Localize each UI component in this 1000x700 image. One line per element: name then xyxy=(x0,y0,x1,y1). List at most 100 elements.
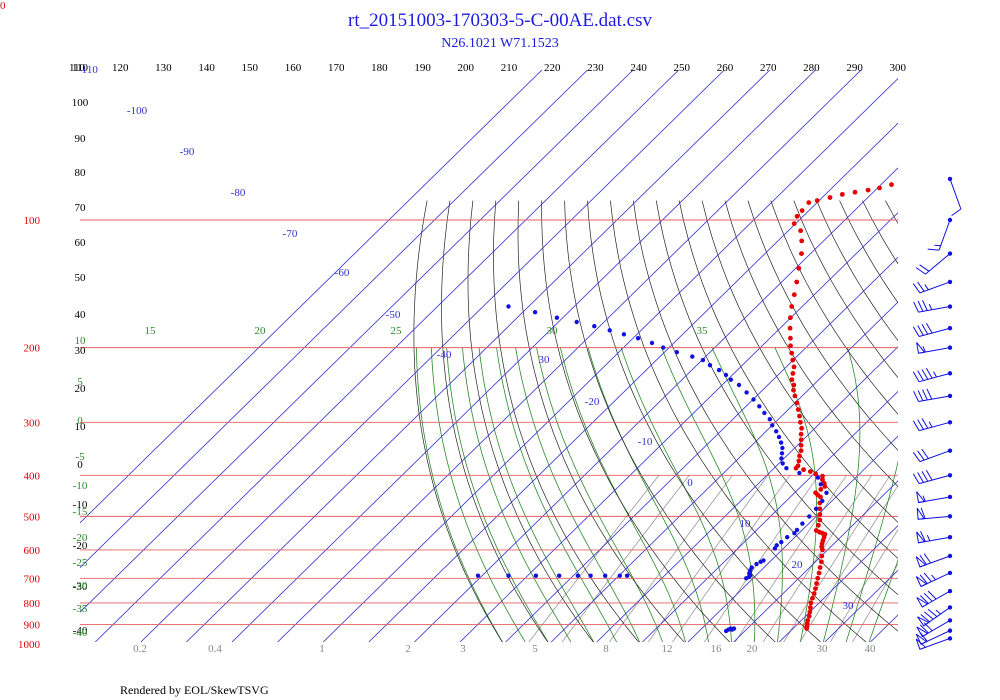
wind-barb-flag xyxy=(921,448,929,459)
isotherm-label: -60 xyxy=(335,267,350,279)
moist-adiabat-label: -35 xyxy=(73,603,88,615)
temperature-point xyxy=(816,570,822,576)
isotherm-label: -50 xyxy=(386,309,401,321)
isotherm-line xyxy=(80,70,634,613)
temperature-point xyxy=(817,565,823,570)
wind-barb-station xyxy=(947,393,953,399)
dewpoint-point xyxy=(749,565,754,570)
isotherm-line xyxy=(642,390,898,642)
wind-barb-flag xyxy=(923,592,933,602)
theta-tick-label: 160 xyxy=(285,62,302,74)
mixing-ratio-line xyxy=(799,484,898,642)
dry-adiabat-line xyxy=(610,200,867,642)
dry-adiabat-label: -10 xyxy=(73,499,88,511)
temperature-point xyxy=(789,377,795,383)
isotherm-label: 10 xyxy=(740,518,752,530)
wind-barb-flag xyxy=(921,418,929,429)
temperature-point xyxy=(821,481,827,486)
wind-barb xyxy=(912,469,953,485)
pressure-label: 300 xyxy=(24,417,41,429)
dewpoint-point xyxy=(794,527,800,533)
theta-tick-label: 260 xyxy=(717,62,734,74)
chart-title: rt_20151003-170303-5-C-00AE.dat.csv xyxy=(348,10,652,31)
pressure-label: 200 xyxy=(24,343,41,355)
dewpoint-point xyxy=(506,304,511,309)
dry-adiabat-line xyxy=(467,200,594,642)
isotherm-line xyxy=(277,70,862,642)
dewpoint-point xyxy=(761,558,766,563)
temperature-point xyxy=(797,453,802,459)
temperature-point xyxy=(797,413,802,419)
wind-barb-flag xyxy=(925,368,933,379)
dewpoint-point xyxy=(797,470,802,476)
wind-barb-staff xyxy=(918,474,951,485)
dewpoint-point xyxy=(744,390,749,395)
isotherm-label: -100 xyxy=(127,105,148,117)
dry-adiabat-line xyxy=(413,200,503,642)
temperature-point xyxy=(808,600,814,606)
dry-adiabat-label: 90 xyxy=(75,133,87,145)
dewpoint-point xyxy=(754,561,759,567)
theta-tick-label: 180 xyxy=(371,62,388,74)
dewpoint-point xyxy=(767,417,772,422)
moist-adiabat-label: 5 xyxy=(77,376,83,388)
isotherm-line xyxy=(870,614,898,642)
temperature-point xyxy=(907,179,912,184)
theta-tick-label: 210 xyxy=(501,62,518,74)
temperature-point xyxy=(817,517,823,523)
temperature-point xyxy=(962,158,967,163)
wind-barb-flag xyxy=(917,419,924,430)
wind-barb-pennant xyxy=(915,576,928,588)
wind-barb-half-flag xyxy=(934,244,941,247)
temperature-point xyxy=(799,425,804,431)
wind-barb xyxy=(915,251,953,275)
wind-barb-station xyxy=(947,176,953,182)
dewpoint-point xyxy=(707,363,713,368)
moist-adiabat-line xyxy=(868,558,898,642)
dewpoint-point xyxy=(649,340,655,346)
temperature-point xyxy=(791,221,797,227)
wind-barb-half-flag xyxy=(924,284,929,291)
wind-barb xyxy=(913,299,953,313)
dewpoint-point xyxy=(807,514,812,519)
wind-barb-flag xyxy=(913,301,919,313)
wind-barb-station xyxy=(947,636,953,641)
dewpoint-point xyxy=(716,367,722,373)
isotherm-line xyxy=(733,480,898,642)
dewpoint-point xyxy=(818,482,823,487)
theta-tick-label: 300 xyxy=(890,62,907,74)
mixing-ratio-label: 2 xyxy=(405,643,411,655)
wind-barb xyxy=(912,368,953,383)
dry-adiabat-line xyxy=(541,200,731,642)
wind-barb-pennant xyxy=(917,616,930,627)
temperature-point xyxy=(791,387,796,393)
wind-barb xyxy=(916,588,953,608)
wind-barb-flag xyxy=(921,369,929,380)
temperature-point xyxy=(799,208,805,214)
wind-barb xyxy=(912,418,953,432)
temperature-point xyxy=(791,382,797,388)
dewpoint-point xyxy=(475,573,481,578)
dry-adiabat-line xyxy=(931,201,1000,644)
temperature-point xyxy=(794,213,800,219)
dewpoint-point xyxy=(674,350,679,355)
pressure-label: 1000 xyxy=(18,639,41,651)
temperature-point xyxy=(820,473,825,479)
temperature-point xyxy=(790,357,796,363)
temperature-point xyxy=(798,419,803,425)
dry-adiabat-line xyxy=(954,201,1000,644)
mixing-ratio-label: 40 xyxy=(865,643,877,655)
dry-adiabat-line xyxy=(587,200,822,642)
mixing-ratio-label: 0.2 xyxy=(133,643,147,655)
theta-tick-label: 230 xyxy=(587,62,604,74)
dry-adiabat-line xyxy=(655,200,898,596)
temperature-point xyxy=(795,407,801,412)
wind-barb xyxy=(915,553,953,568)
temperature-point xyxy=(943,164,948,169)
wind-barb xyxy=(916,507,953,520)
moist-adiabat-label: -30 xyxy=(73,580,88,592)
temperature-point xyxy=(889,182,894,188)
wind-barb xyxy=(912,279,953,294)
wind-barb-flag xyxy=(917,370,924,381)
dry-adiabat-label: 80 xyxy=(75,167,87,179)
